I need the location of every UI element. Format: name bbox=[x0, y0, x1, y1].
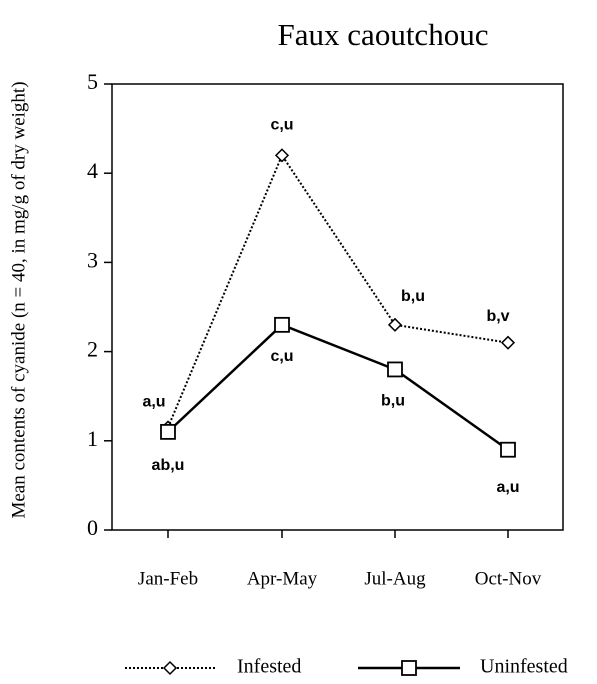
plot-frame bbox=[111, 83, 564, 531]
point-marker bbox=[160, 423, 176, 440]
x-tick-label: Jan-Feb bbox=[138, 568, 198, 589]
y-tick-label: 5 bbox=[87, 69, 98, 94]
point-label: a,u bbox=[142, 394, 165, 411]
point-marker bbox=[500, 441, 516, 458]
series-line bbox=[167, 323, 509, 451]
point-label: b,u bbox=[401, 288, 425, 305]
point-label: c,u bbox=[270, 117, 293, 134]
point-marker bbox=[500, 335, 516, 350]
y-tick-label: 2 bbox=[87, 337, 98, 362]
y-tick-label: 1 bbox=[87, 426, 98, 451]
legend-label: Uninfested bbox=[480, 656, 568, 678]
y-tick-label: 0 bbox=[87, 515, 98, 540]
point-marker bbox=[274, 316, 290, 333]
point-marker bbox=[387, 361, 403, 378]
legend-marker bbox=[401, 660, 417, 676]
y-tick-label: 3 bbox=[87, 247, 98, 272]
chart-title: Faux caoutchouc bbox=[278, 17, 489, 52]
legend-marker bbox=[162, 660, 178, 676]
point-label: b,u bbox=[381, 393, 405, 410]
point-label: ab,u bbox=[152, 457, 185, 474]
x-tick-label: Oct-Nov bbox=[475, 568, 542, 589]
x-tick-label: Jul-Aug bbox=[364, 568, 426, 589]
point-marker bbox=[387, 317, 403, 332]
point-label: a,u bbox=[496, 479, 519, 496]
legend-label: Infested bbox=[237, 656, 301, 678]
point-label: c,u bbox=[270, 348, 293, 365]
y-axis-label: Mean contents of cyanide (n = 40, in mg/… bbox=[8, 81, 29, 518]
series-line bbox=[167, 153, 509, 428]
point-marker bbox=[274, 148, 290, 163]
y-tick-label: 4 bbox=[87, 158, 98, 183]
x-tick-label: Apr-May bbox=[247, 568, 318, 589]
point-label: b,v bbox=[486, 308, 509, 325]
